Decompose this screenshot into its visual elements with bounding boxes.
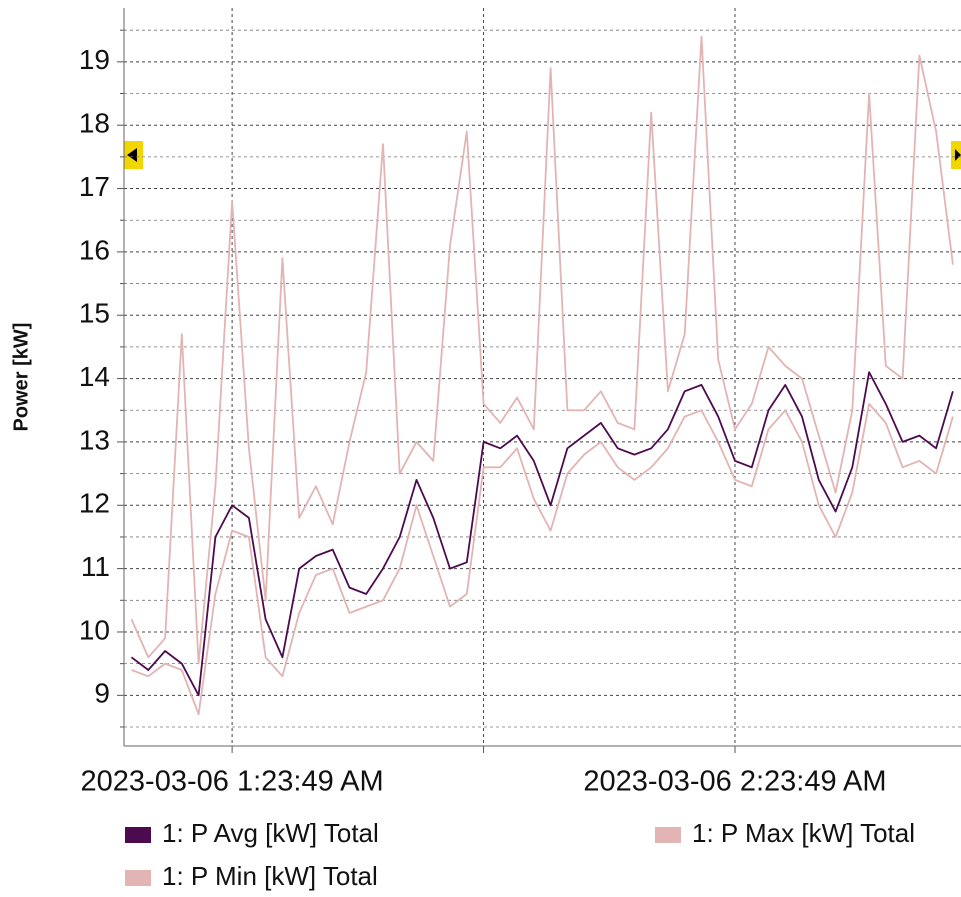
- y-tick-label: 11: [81, 551, 110, 582]
- y-tick-label: 16: [79, 234, 110, 265]
- legend-swatch: [125, 870, 151, 886]
- x-tick-label: 2023-03-06 2:23:49 AM: [583, 766, 886, 798]
- legend-label: 1: P Min [kW] Total: [162, 861, 378, 891]
- right-marker: [951, 141, 961, 169]
- y-axis-title: Power [kW]: [10, 323, 32, 432]
- x-tick-label: 2023-03-06 1:23:49 AM: [81, 766, 384, 798]
- y-tick-label: 9: [94, 678, 110, 709]
- y-tick-label: 17: [79, 171, 110, 202]
- series-line: [130, 371, 954, 697]
- y-tick-label: 12: [79, 488, 110, 519]
- y-tick-label: 18: [79, 108, 110, 139]
- series-line: [131, 402, 954, 716]
- left-marker: [124, 141, 143, 169]
- legend-label: 1: P Avg [kW] Total: [162, 818, 379, 848]
- y-tick-label: 14: [79, 361, 110, 392]
- y-tick-label: 10: [79, 614, 110, 645]
- legend-swatch: [125, 827, 151, 843]
- y-tick-label: 15: [79, 298, 110, 329]
- legend-swatch: [655, 827, 681, 843]
- legend-label: 1: P Max [kW] Total: [692, 818, 915, 848]
- plot-area: [124, 8, 961, 746]
- series-line: [130, 35, 954, 665]
- y-tick-label: 19: [79, 44, 110, 75]
- y-tick-label: 13: [79, 424, 110, 455]
